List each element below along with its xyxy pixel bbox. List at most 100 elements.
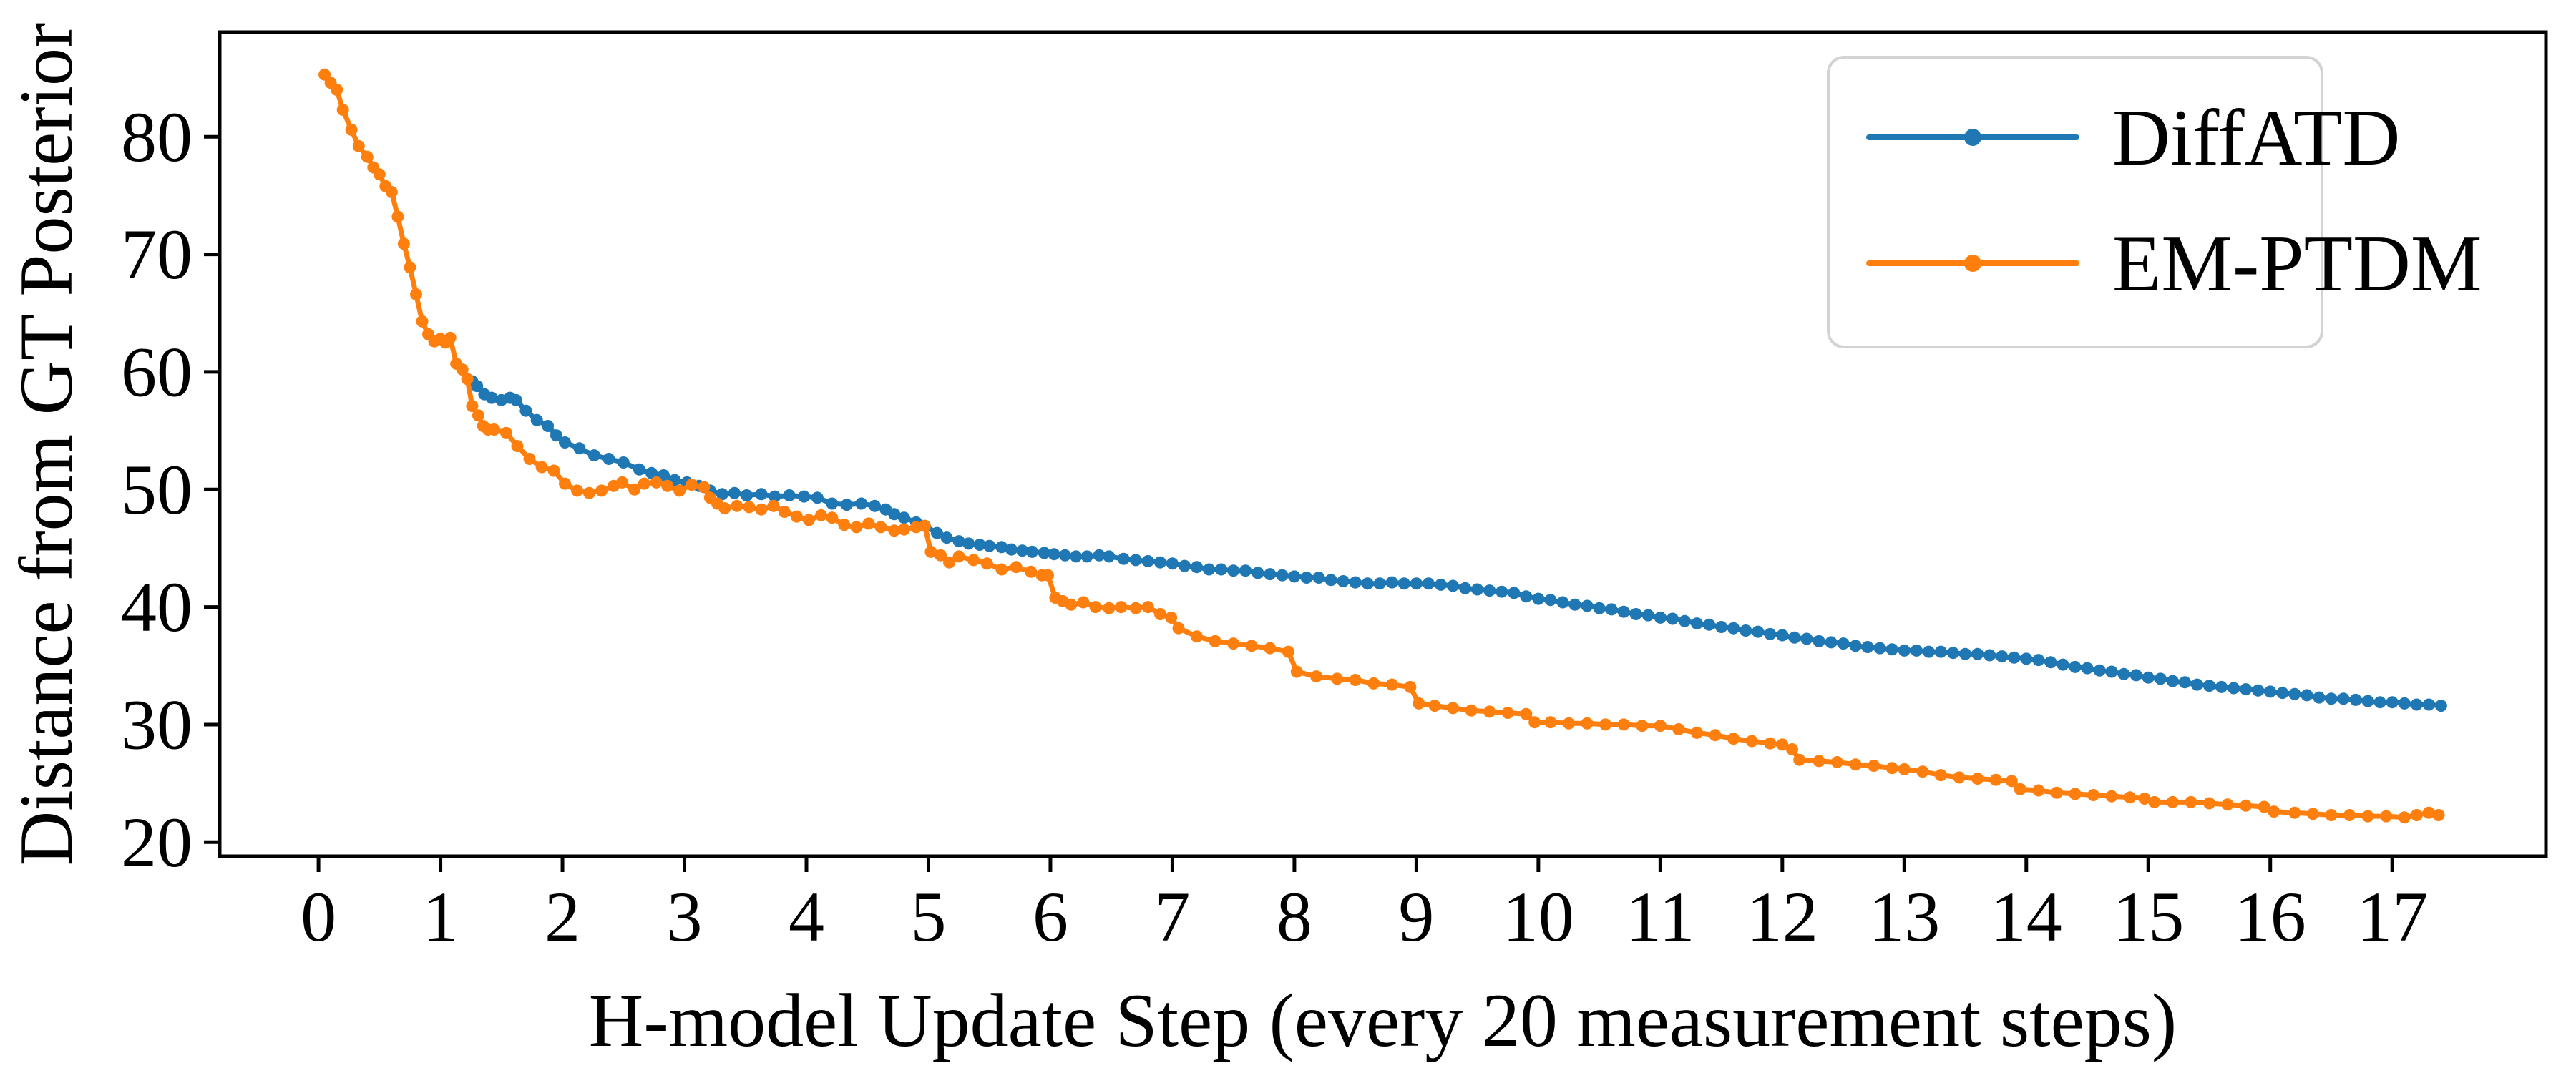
data-point-marker: [1422, 577, 1435, 590]
data-point-marker: [2264, 685, 2277, 698]
data-point-marker: [1496, 585, 1508, 598]
data-point-marker: [1947, 647, 1959, 660]
data-point-marker: [2432, 809, 2445, 821]
data-point-marker: [1556, 596, 1569, 609]
data-point-marker: [638, 477, 650, 490]
data-point-marker: [1813, 755, 1825, 768]
data-point-marker: [862, 517, 875, 530]
data-point-marker: [1103, 550, 1116, 563]
data-point-marker: [1070, 550, 1083, 563]
data-point-marker: [930, 526, 943, 539]
data-point-marker: [2240, 683, 2253, 696]
data-point-marker: [1617, 605, 1630, 618]
data-point-marker: [628, 483, 641, 496]
data-point-marker: [1654, 720, 1667, 733]
data-point-marker: [983, 539, 996, 552]
data-point-marker: [716, 488, 728, 501]
data-point-marker: [718, 502, 731, 515]
data-point-marker: [345, 123, 358, 136]
data-point-marker: [550, 429, 562, 442]
y-tick-label: 30: [121, 685, 192, 764]
data-point-marker: [2422, 806, 2435, 819]
data-point-marker: [673, 484, 686, 497]
data-point-marker: [2154, 672, 2167, 685]
data-point-marker: [1093, 549, 1106, 562]
data-point-marker: [995, 563, 1008, 576]
data-point-marker: [2325, 809, 2338, 821]
data-point-marker: [1788, 631, 1801, 644]
data-point-marker: [1385, 678, 1398, 691]
x-tick-label: 6: [1033, 877, 1068, 956]
legend-box: [1827, 56, 2323, 348]
data-point-marker: [500, 426, 513, 439]
data-point-marker: [410, 288, 422, 300]
series-diffatd: [466, 375, 2447, 712]
legend-label: DiffATD: [2112, 94, 2400, 182]
data-point-marker: [2398, 697, 2411, 710]
data-point-marker: [855, 497, 868, 510]
data-point-marker: [2142, 671, 2155, 684]
data-point-marker: [1703, 618, 1715, 631]
data-point-marker: [731, 499, 743, 512]
x-tick-label: 2: [545, 877, 580, 956]
data-point-marker: [1971, 647, 1984, 660]
data-point-marker: [1300, 572, 1313, 584]
data-point-marker: [874, 521, 887, 534]
data-point-marker: [790, 510, 803, 523]
data-point-marker: [2081, 662, 2094, 675]
data-point-marker: [686, 479, 698, 491]
x-tick-label: 12: [1747, 877, 1818, 956]
data-point-marker: [1868, 760, 1880, 772]
data-point-marker: [373, 168, 386, 181]
data-point-marker: [1038, 547, 1050, 559]
data-point-marker: [1331, 672, 1344, 685]
data-point-marker: [1996, 650, 2009, 663]
data-point-marker: [2190, 678, 2203, 691]
data-point-marker: [1080, 550, 1093, 563]
data-point-marker: [1691, 617, 1703, 630]
data-point-marker: [530, 413, 543, 426]
data-point-marker: [559, 436, 571, 449]
data-point-marker: [1153, 556, 1166, 569]
data-point-marker: [1310, 670, 1323, 683]
y-tick-label: 80: [121, 97, 192, 177]
data-point-marker: [1129, 554, 1142, 567]
x-tick-label: 10: [1503, 877, 1574, 956]
data-point-marker: [416, 315, 429, 328]
data-point-marker: [918, 519, 931, 532]
data-point-marker: [488, 423, 501, 436]
x-tick-label: 3: [667, 877, 703, 956]
data-point-marker: [995, 541, 1008, 554]
data-point-marker: [1849, 640, 1862, 652]
data-point-marker: [2044, 656, 2057, 669]
data-point-marker: [1435, 578, 1447, 591]
x-tick-label: 9: [1398, 877, 1434, 956]
data-point-marker: [1709, 729, 1722, 742]
x-tick-label: 13: [1868, 877, 1940, 956]
data-point-marker: [1605, 603, 1618, 616]
data-point-marker: [1641, 609, 1654, 622]
data-point-marker: [826, 511, 839, 524]
data-point-marker: [2069, 788, 2082, 800]
data-point-marker: [2398, 811, 2411, 824]
data-point-marker: [741, 489, 753, 501]
data-point-marker: [1568, 598, 1581, 611]
data-point-marker: [2032, 784, 2045, 797]
data-point-marker: [1764, 627, 1777, 640]
data-point-marker: [1528, 716, 1541, 729]
data-point-marker: [2276, 687, 2289, 700]
data-point-marker: [547, 464, 560, 477]
data-point-marker: [2105, 790, 2118, 803]
x-tick-label: 14: [1991, 877, 2062, 956]
data-point-marker: [645, 466, 658, 479]
data-point-marker: [1404, 680, 1417, 693]
data-point-marker: [2005, 775, 2018, 788]
data-point-marker: [1413, 697, 1425, 710]
data-point-marker: [1837, 637, 1850, 650]
data-point-marker: [2337, 692, 2350, 705]
data-point-marker: [2203, 680, 2215, 692]
data-point-marker: [2361, 810, 2374, 823]
data-point-marker: [1629, 608, 1642, 620]
data-point-marker: [1581, 599, 1594, 612]
legend: DiffATD EM-PTDM: [1827, 56, 2482, 348]
